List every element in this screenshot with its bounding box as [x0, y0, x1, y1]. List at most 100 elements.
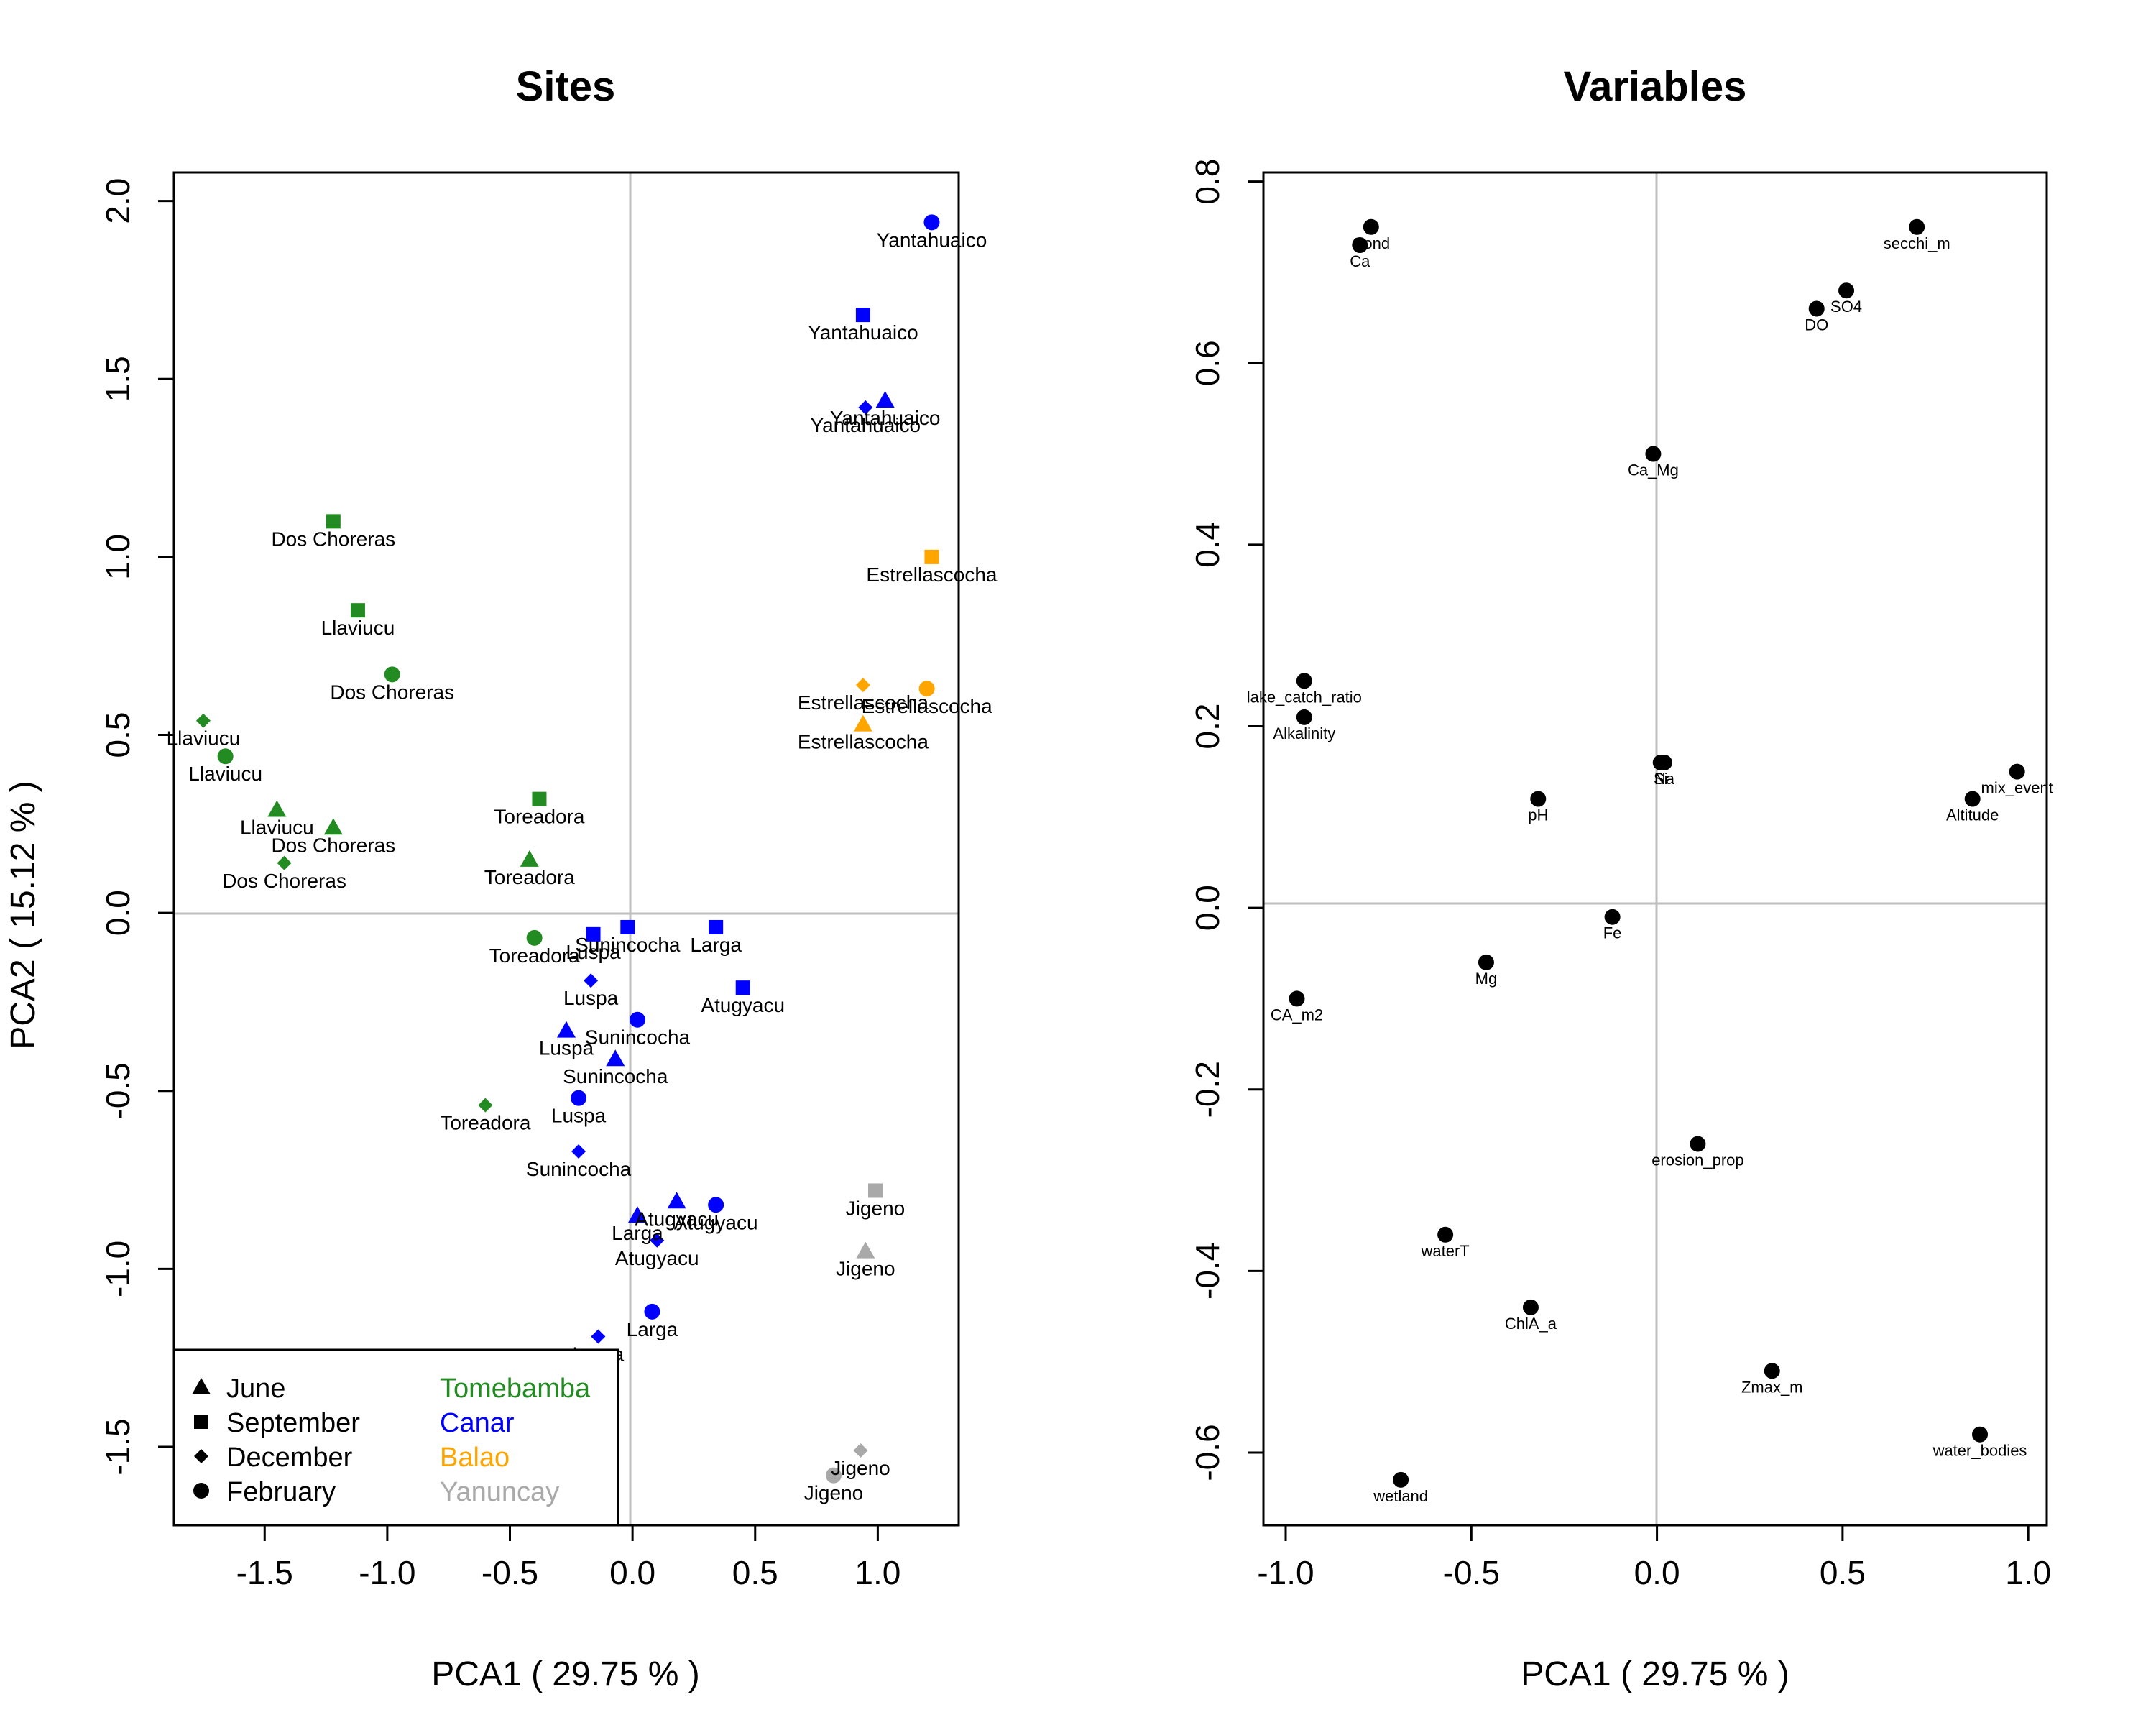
data-point-label: Toreadora — [494, 806, 585, 828]
data-point — [667, 1192, 686, 1209]
data-point-label: Na — [1654, 770, 1675, 788]
data-point-label: Yantahuaico — [830, 407, 941, 429]
data-point — [384, 666, 400, 683]
data-point-label: Atugyacu — [635, 1208, 719, 1230]
data-point — [855, 308, 870, 323]
data-point — [709, 919, 724, 934]
legend-shape-marker — [193, 1483, 209, 1499]
sites-point-labels: YantahuaicoYantahuaicoYantahuaicoYantahu… — [167, 229, 998, 1504]
data-point — [1437, 1226, 1454, 1243]
data-point-label: lake_catch_ratio — [1247, 688, 1362, 706]
sites-plot-frame — [172, 171, 960, 1527]
legend-shape-label: June — [226, 1374, 285, 1404]
data-point-label: wetland — [1373, 1487, 1428, 1505]
data-point — [1289, 990, 1305, 1007]
data-point — [1972, 1426, 1989, 1443]
legend-shape-marker — [194, 1449, 208, 1463]
data-point-label: Luspa — [563, 987, 619, 1009]
sites-title: Sites — [516, 63, 616, 110]
data-point-label: Larga — [690, 934, 742, 956]
data-point — [853, 1443, 868, 1458]
data-point-label: Estrellascocha — [798, 691, 929, 714]
x-tick-label: 1.0 — [854, 1554, 900, 1591]
data-point-label: Llaviucu — [188, 763, 262, 785]
x-tick-label: -1.5 — [236, 1554, 293, 1591]
data-point-label: Larga — [612, 1222, 663, 1244]
data-point — [591, 1329, 606, 1344]
data-point — [875, 390, 895, 408]
y-tick-label: 0.8 — [1189, 159, 1226, 205]
data-point — [858, 400, 873, 415]
data-point — [918, 681, 935, 697]
data-point-label: Toreadora — [484, 866, 576, 888]
data-point-label: Toreadora — [440, 1112, 531, 1134]
data-point — [526, 929, 543, 946]
legend-shape-label: December — [226, 1443, 353, 1473]
y-tick-label: -0.6 — [1189, 1424, 1226, 1481]
x-tick-label: 0.5 — [732, 1554, 778, 1591]
data-point-label: Jigeno — [846, 1197, 906, 1219]
data-point — [629, 1011, 645, 1028]
y-tick-label: 0.5 — [99, 712, 137, 758]
data-point — [867, 1183, 883, 1198]
data-point — [217, 748, 234, 765]
data-point — [557, 1021, 576, 1038]
data-point — [532, 791, 547, 806]
x-tick-label: 1.0 — [2005, 1554, 2051, 1591]
legend-group-label: Yanuncay — [440, 1477, 559, 1507]
data-point-label: DO — [1805, 316, 1828, 334]
data-point-label: Llaviucu — [240, 816, 314, 839]
data-point — [277, 855, 292, 870]
x-tick-label: 0.0 — [609, 1554, 655, 1591]
legend-shape-label: September — [226, 1408, 360, 1438]
y-tick-label: -1.0 — [99, 1241, 137, 1297]
data-point-label: Ca_Mg — [1628, 461, 1679, 479]
data-point — [1522, 1299, 1539, 1315]
y-tick-label: 1.5 — [99, 356, 137, 402]
data-point-label: Estrellascocha — [866, 564, 998, 586]
data-point — [1645, 446, 1662, 462]
data-point — [856, 1241, 875, 1259]
data-point — [1808, 300, 1825, 317]
data-point-label: Larga — [627, 1318, 678, 1340]
data-point-label: Yantahuaico — [877, 229, 987, 251]
data-point-label: Estrellascocha — [798, 731, 929, 753]
y-tick-label: -1.5 — [99, 1418, 137, 1475]
data-point — [853, 714, 872, 732]
data-point-label: Sunincocha — [585, 1026, 691, 1049]
data-point — [2009, 763, 2025, 780]
data-point — [571, 1090, 587, 1106]
data-point-label: secchi_m — [1884, 234, 1950, 252]
data-point-label: Si — [1654, 770, 1668, 788]
y-tick-label: 0.0 — [1189, 885, 1226, 931]
y-tick-label: 2.0 — [99, 178, 137, 224]
data-point — [735, 980, 750, 995]
data-point-label: Estrellascocha — [862, 695, 993, 717]
data-point — [923, 214, 940, 231]
data-point — [326, 514, 341, 529]
data-point-label: Llaviucu — [167, 727, 241, 750]
y-tick-label: 1.0 — [99, 534, 137, 580]
sites-y-axis-label: PCA2 ( 15.12 % ) — [4, 781, 42, 1049]
data-point-label: erosion_prop — [1651, 1151, 1743, 1169]
data-point — [1296, 709, 1312, 725]
data-point-label: Yantahuaico — [808, 321, 918, 344]
variables-points — [1289, 218, 2025, 1488]
data-point-label: Cond — [1353, 234, 1391, 252]
sites-x-axis-label: PCA1 ( 29.75 % ) — [431, 1655, 700, 1693]
variables-title: Variables — [1564, 63, 1747, 110]
data-point — [267, 800, 287, 817]
variables-plot-frame — [1262, 171, 2048, 1527]
y-tick-label: 0.0 — [99, 890, 137, 936]
data-point-label: ChlA_a — [1505, 1315, 1557, 1333]
variables-x-ticks: -1.0 -0.5 0.0 0.5 1.0 — [1257, 1525, 2051, 1591]
data-point-label: Dos Choreras — [271, 834, 395, 856]
data-point-label: mix_event — [1981, 779, 2053, 797]
data-point — [1909, 218, 1925, 235]
x-tick-label: -1.0 — [1257, 1554, 1314, 1591]
data-point — [1838, 282, 1855, 299]
legend-group-entries: Tomebamba Canar Balao Yanuncay — [440, 1374, 591, 1507]
